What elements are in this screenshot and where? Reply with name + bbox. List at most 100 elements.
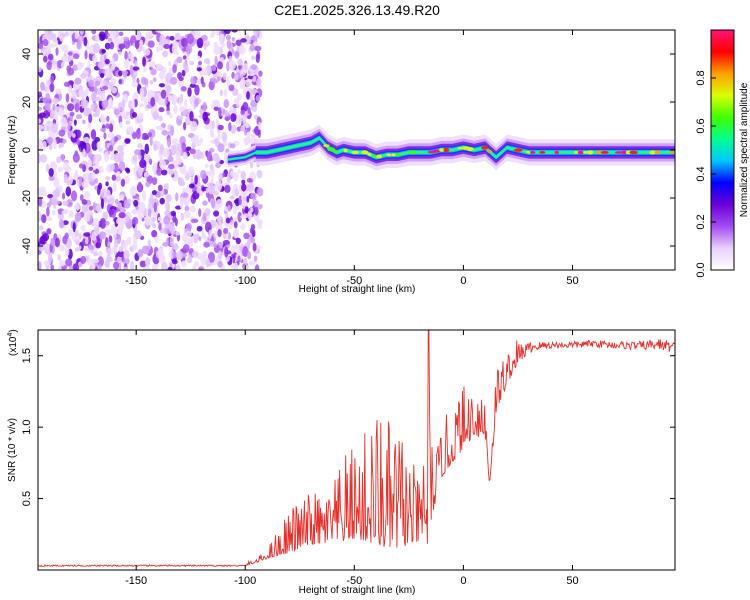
noise-speck	[246, 91, 250, 100]
noise-speck	[138, 103, 145, 108]
noise-speck	[79, 30, 84, 36]
noise-speck	[38, 261, 42, 270]
noise-speck	[110, 223, 117, 235]
noise-speck	[59, 107, 65, 118]
noise-speck	[65, 246, 70, 256]
noise-speck	[177, 250, 184, 260]
noise-speck	[216, 216, 222, 223]
noise-speck	[67, 122, 71, 131]
noise-speck	[134, 40, 140, 50]
noise-speck	[191, 250, 199, 258]
noise-speck	[79, 194, 84, 201]
noise-speck	[186, 257, 193, 263]
noise-speck	[236, 93, 242, 102]
noise-speck	[150, 68, 157, 76]
noise-speck	[61, 192, 66, 200]
noise-speck	[104, 58, 110, 65]
noise-speck	[38, 124, 44, 131]
noise-speck	[228, 60, 237, 71]
noise-speck	[85, 236, 89, 245]
noise-speck	[72, 263, 80, 270]
noise-speck	[244, 122, 251, 128]
snr-x-tick-label: -150	[125, 575, 147, 587]
spectrogram-x-tick-label: -150	[125, 275, 147, 287]
noise-speck	[128, 52, 134, 60]
noise-speck	[117, 70, 123, 77]
noise-speck	[233, 206, 238, 215]
noise-speck	[178, 76, 184, 82]
noise-speck	[57, 254, 61, 261]
noise-speck	[212, 79, 219, 84]
noise-speck	[231, 244, 235, 255]
noise-speck	[132, 66, 140, 71]
noise-speck	[254, 264, 260, 270]
noise-speck	[176, 56, 183, 64]
colorbar: 0.0 0.2 0.4 0.6 0.8 Normalized spectral ampl…	[695, 29, 750, 278]
noise-speck	[94, 80, 101, 87]
noise-speck	[225, 34, 231, 41]
noise-speck	[67, 103, 75, 112]
noise-speck	[149, 192, 154, 204]
noise-speck	[113, 108, 120, 116]
noise-speck	[84, 87, 89, 98]
noise-speck	[43, 55, 48, 63]
noise-speck	[88, 79, 94, 88]
noise-speck	[198, 236, 202, 242]
spectral-peak	[573, 150, 579, 154]
noise-speck	[156, 46, 160, 53]
noise-speck	[92, 165, 97, 171]
noise-speck	[101, 99, 109, 109]
noise-speck	[74, 102, 80, 113]
noise-speck	[169, 235, 174, 247]
noise-speck	[123, 239, 132, 246]
noise-speck	[240, 38, 247, 43]
snr-x-tick-label: 50	[566, 575, 578, 587]
noise-speck	[217, 143, 225, 153]
noise-speck	[213, 45, 221, 56]
noise-speck	[123, 59, 130, 69]
noise-speck	[109, 123, 114, 133]
noise-speck	[151, 190, 157, 196]
noise-speck	[74, 229, 79, 237]
noise-speck	[139, 159, 147, 168]
noise-speck	[196, 225, 203, 232]
noise-speck	[242, 213, 249, 219]
noise-speck	[224, 116, 231, 121]
snr-y-tick-label: 0.5	[21, 491, 33, 506]
noise-speck	[183, 122, 187, 131]
snr-plot-area	[38, 330, 675, 570]
noise-speck	[104, 42, 111, 50]
noise-speck	[155, 125, 163, 130]
spectral-peak	[432, 149, 442, 153]
noise-speck	[168, 223, 173, 232]
noise-speck	[117, 144, 124, 153]
noise-speck	[107, 37, 113, 42]
noise-speck	[235, 39, 242, 46]
noise-speck	[161, 169, 168, 176]
noise-speck	[223, 30, 231, 35]
noise-speck	[250, 64, 257, 71]
noise-speck	[46, 125, 50, 132]
noise-speck	[153, 77, 157, 82]
noise-speck	[202, 101, 207, 112]
noise-speck	[92, 43, 101, 54]
noise-speck	[98, 231, 106, 240]
noise-speck	[53, 177, 60, 188]
noise-speck	[237, 169, 241, 174]
noise-speck	[212, 99, 220, 105]
noise-speck	[153, 143, 158, 152]
noise-speck	[207, 251, 216, 263]
noise-speck	[143, 48, 151, 56]
noise-speck	[211, 120, 215, 129]
spectral-peak	[577, 150, 584, 155]
noise-speck	[142, 56, 147, 67]
noise-speck	[172, 251, 177, 259]
noise-speck	[200, 169, 207, 180]
noise-speck	[118, 212, 126, 219]
noise-speck	[180, 212, 185, 221]
noise-speck	[178, 181, 186, 186]
noise-speck	[96, 88, 102, 96]
noise-speck	[163, 38, 171, 45]
noise-speck	[38, 152, 41, 164]
